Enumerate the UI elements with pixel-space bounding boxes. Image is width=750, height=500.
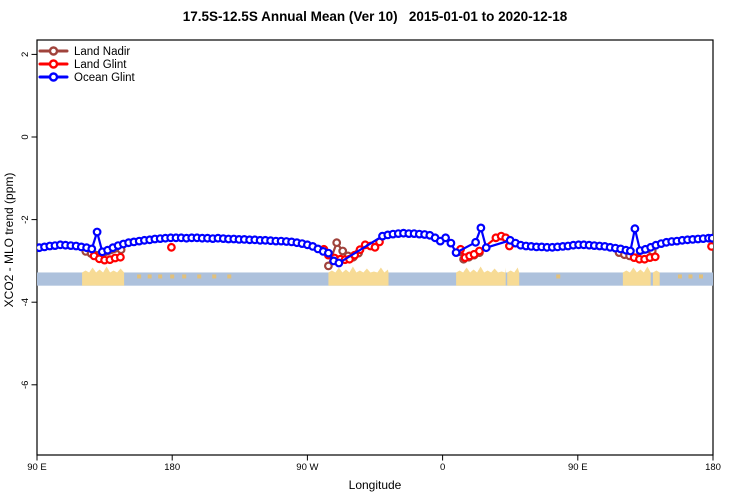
data-point <box>446 238 456 248</box>
x-tick-label: 180 <box>164 462 180 473</box>
island-speck <box>688 274 693 279</box>
legend-marker <box>48 72 59 82</box>
island-speck <box>137 274 142 279</box>
data-point <box>338 246 348 256</box>
data-point <box>451 248 461 258</box>
data-point <box>471 237 481 247</box>
data-point <box>707 233 713 243</box>
y-tick-label: -2 <box>20 215 31 223</box>
data-point <box>166 242 176 252</box>
island-speck <box>197 274 202 279</box>
land-ocean-strip <box>37 266 713 286</box>
legend-marker <box>48 59 59 69</box>
island-speck <box>147 274 152 279</box>
x-axis: 90 E 180 90 W 0 90 E 180 <box>27 455 721 473</box>
legend-entry: Ocean Glint <box>38 72 136 84</box>
island-speck <box>227 274 232 279</box>
data-point <box>324 248 333 258</box>
x-axis-title: Longitude <box>349 478 402 492</box>
island-speck <box>698 274 703 279</box>
land-patch <box>622 266 651 286</box>
series-ocean-glint <box>37 223 713 268</box>
data-point <box>370 242 380 252</box>
legend-entry: Land Nadir <box>38 46 130 58</box>
legend-label: Ocean Glint <box>74 72 136 84</box>
island-speck <box>677 274 682 279</box>
y-axis: 2 0 -2 -4 -6 <box>20 52 37 389</box>
land-patch <box>456 266 506 286</box>
data-point <box>92 227 102 237</box>
legend-marker <box>48 46 59 56</box>
legend-label: Land Glint <box>74 59 127 71</box>
data-point <box>475 246 484 256</box>
island-speck <box>158 274 163 279</box>
data-point <box>324 261 333 271</box>
data-point <box>707 242 713 251</box>
data-series <box>37 223 713 271</box>
land-patch <box>507 267 520 286</box>
data-point <box>630 224 640 234</box>
land-patch <box>328 266 389 286</box>
land-patch <box>652 270 660 286</box>
data-point <box>115 252 125 262</box>
y-tick-label: 2 <box>20 52 31 57</box>
island-speck <box>170 274 175 279</box>
x-tick-label: 90 E <box>27 462 47 473</box>
island-speck <box>182 274 187 279</box>
data-point <box>334 258 344 268</box>
y-tick-label: -6 <box>20 381 31 389</box>
y-tick-label: 0 <box>20 134 31 139</box>
y-tick-label: -4 <box>20 298 31 306</box>
data-point <box>332 238 342 248</box>
legend-label: Land Nadir <box>74 46 130 58</box>
x-tick-label: 0 <box>440 462 445 473</box>
data-point <box>481 243 491 253</box>
y-axis-title: XCO2 - MLO trend (ppm) <box>2 173 16 308</box>
island-speck <box>556 274 561 279</box>
chart-title: 17.5S-12.5S Annual Mean (Ver 10) 2015-01… <box>183 9 568 24</box>
legend-entry: Land Glint <box>38 59 127 71</box>
data-point <box>441 233 451 243</box>
x-tick-label: 90 W <box>296 462 318 473</box>
land-patch <box>82 266 125 286</box>
x-tick-label: 90 E <box>568 462 588 473</box>
data-point <box>650 252 660 262</box>
data-point <box>476 223 486 233</box>
data-point <box>87 244 97 254</box>
x-tick-label: 180 <box>705 462 721 473</box>
island-speck <box>212 274 217 279</box>
data-point <box>626 246 635 256</box>
